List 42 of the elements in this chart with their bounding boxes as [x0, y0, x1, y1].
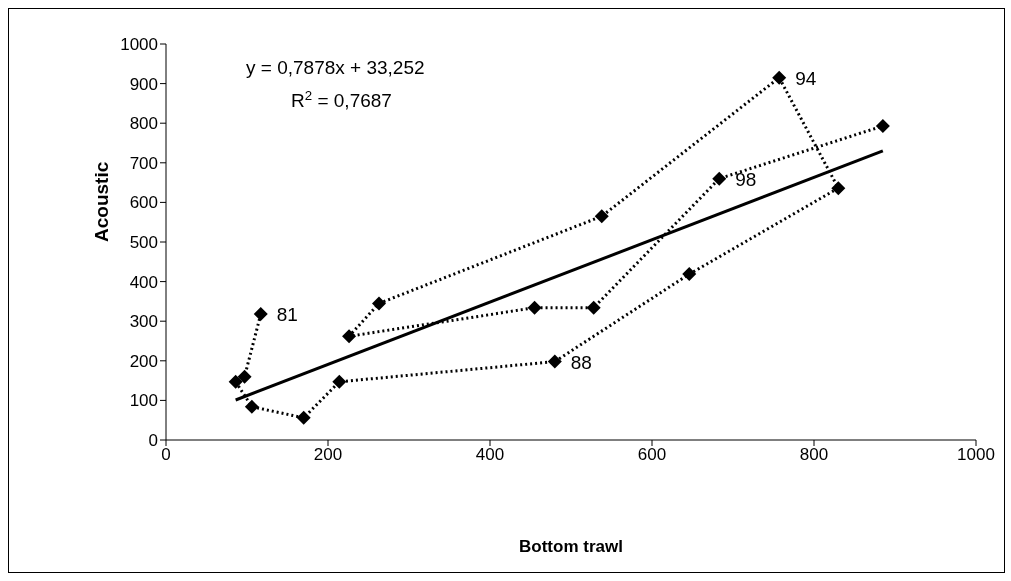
point — [332, 374, 347, 389]
point — [244, 399, 259, 414]
x-tick-label: 0 — [161, 445, 171, 465]
annotation: 81 — [276, 304, 298, 326]
x-tick-label: 1000 — [957, 445, 995, 465]
point — [237, 369, 252, 384]
point — [594, 209, 609, 224]
point — [682, 267, 697, 282]
annotation: 94 — [795, 67, 817, 89]
y-tick-label: 100 — [129, 391, 158, 411]
annotation: 98 — [735, 168, 757, 190]
x-axis-title: Bottom trawl — [519, 537, 623, 556]
x-tick-label: 200 — [313, 445, 343, 465]
y-tick-label: 600 — [129, 193, 158, 213]
x-tick-label: 800 — [799, 445, 829, 465]
y-tick-label: 1000 — [120, 35, 158, 55]
annotation: R$^{2}$ = 0,7687 — [291, 87, 392, 111]
y-tick-label: 500 — [129, 233, 158, 253]
point — [712, 171, 727, 186]
x-tick-label: 400 — [475, 445, 505, 465]
point — [875, 118, 890, 133]
point — [253, 307, 268, 322]
point — [547, 354, 562, 369]
annotation: y = 0,7878x + 33,252 — [246, 57, 425, 78]
point — [372, 296, 387, 311]
point — [586, 300, 601, 315]
point — [296, 410, 311, 425]
y-tick-label: 700 — [129, 153, 158, 173]
point — [772, 70, 787, 85]
x-tick-label: 600 — [637, 445, 667, 465]
point — [342, 329, 357, 344]
annotation: 88 — [570, 351, 592, 373]
y-tick-label: 900 — [129, 74, 158, 94]
y-tick-label: 200 — [129, 351, 158, 371]
point — [527, 300, 542, 315]
y-tick-label: 400 — [129, 272, 158, 292]
y-tick-label: 800 — [129, 114, 158, 134]
point — [831, 181, 846, 196]
y-tick-label: 0 — [148, 431, 158, 451]
point — [228, 374, 243, 389]
y-axis-title: Acoustic — [90, 161, 112, 242]
y-tick-label: 300 — [129, 312, 158, 332]
